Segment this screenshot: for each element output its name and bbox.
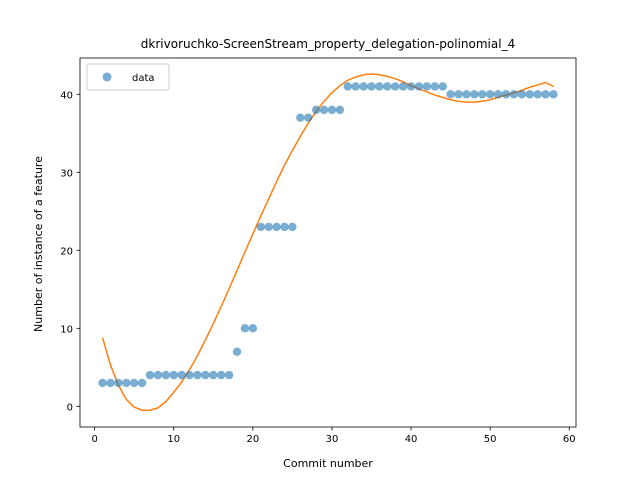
legend-box	[86, 63, 170, 91]
data-point	[272, 222, 281, 232]
data-point	[153, 370, 163, 380]
y-tick-label: 10	[60, 324, 73, 335]
y-axis-label: Number of instance of a feature	[32, 156, 45, 332]
data-point	[209, 370, 218, 380]
data-point	[137, 378, 147, 388]
data-point	[296, 113, 305, 122]
data-point	[478, 90, 487, 99]
data-point	[446, 90, 455, 99]
data-point	[517, 90, 527, 99]
x-tick-label: 0	[91, 434, 97, 445]
data-point	[169, 370, 178, 380]
x-tick-label: 30	[326, 434, 339, 445]
data-point	[264, 222, 273, 232]
axes-frame	[79, 57, 577, 428]
x-tick-label: 20	[246, 434, 259, 445]
chart-title: dkrivoruchko-ScreenStream_property_deleg…	[141, 37, 515, 51]
data-point	[248, 324, 258, 333]
data-point	[501, 90, 511, 99]
data-point	[129, 378, 139, 388]
data-point	[541, 90, 550, 99]
data-point	[470, 90, 479, 99]
data-point	[485, 90, 495, 99]
y-tick-label: 0	[67, 402, 73, 413]
data-point	[359, 82, 368, 91]
data-point	[185, 370, 194, 380]
x-tick-label: 50	[484, 434, 497, 445]
data-point	[367, 82, 376, 91]
data-point	[438, 82, 447, 91]
data-point	[232, 347, 242, 356]
data-point	[525, 90, 534, 99]
data-point	[414, 82, 424, 91]
data-point	[398, 82, 408, 91]
legend-marker-data	[102, 72, 112, 82]
data-point	[549, 90, 558, 99]
data-point	[343, 82, 352, 91]
data-point	[177, 370, 186, 380]
x-tick-label: 60	[563, 434, 576, 445]
data-point	[533, 90, 542, 99]
data-point	[122, 378, 131, 388]
x-tick-label: 10	[167, 434, 180, 445]
data-point	[493, 90, 503, 99]
data-point	[145, 370, 155, 380]
y-tick-label: 20	[60, 246, 73, 257]
data-point	[383, 82, 392, 91]
data-point	[454, 90, 463, 99]
data-point	[422, 82, 432, 91]
fit-line	[101, 73, 554, 411]
y-tick-label: 40	[60, 90, 73, 101]
data-point	[319, 105, 329, 115]
legend: data	[86, 63, 170, 91]
data-point	[161, 370, 171, 380]
data-point	[240, 324, 250, 333]
data-point	[98, 378, 107, 388]
data-point	[335, 105, 345, 115]
data-point	[311, 105, 321, 115]
data-point	[280, 222, 289, 232]
x-tick-label: 40	[405, 434, 418, 445]
data-point	[509, 90, 519, 99]
data-point	[351, 82, 360, 91]
data-point	[391, 82, 400, 91]
data-point	[114, 378, 123, 388]
y-axis: 0 10 20 30 40	[60, 90, 80, 413]
data-point	[217, 370, 226, 380]
legend-label-data: data	[132, 73, 155, 84]
x-axis: 0 10 20 30 40 50 60	[91, 427, 576, 445]
data-point	[406, 82, 416, 91]
data-point	[375, 82, 384, 91]
data-point	[201, 370, 210, 380]
data-point	[106, 378, 115, 388]
y-tick-label: 30	[60, 168, 73, 179]
data-point	[193, 370, 202, 380]
data-point	[224, 370, 234, 380]
x-axis-label: Commit number	[283, 457, 373, 470]
data-point	[327, 105, 337, 115]
plot-area	[79, 57, 577, 428]
data-point	[462, 90, 471, 99]
data-point	[430, 82, 439, 91]
data-point	[256, 222, 265, 232]
data-point	[304, 113, 313, 122]
data-point	[288, 222, 297, 232]
